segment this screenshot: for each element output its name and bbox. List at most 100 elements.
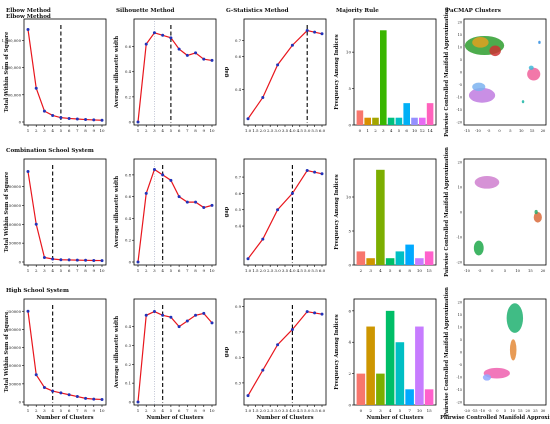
data-point	[313, 30, 317, 34]
x-tick-label: 1.5	[252, 408, 259, 413]
data-point	[313, 311, 317, 315]
panel-title: PaCMAP Clusters	[446, 8, 501, 14]
x-tick-label: 6	[178, 408, 181, 413]
bar	[356, 251, 366, 265]
bar	[366, 326, 375, 405]
x-tick-label: 2.0	[260, 268, 267, 273]
data-point	[59, 391, 63, 395]
data-point	[276, 343, 280, 347]
data-point	[169, 178, 173, 182]
data-point	[92, 258, 96, 262]
plot-frame	[23, 298, 107, 406]
x-tick-label: 10	[510, 409, 515, 413]
y-tick-label: 0.2	[125, 362, 132, 367]
data-point	[92, 397, 96, 401]
bar	[424, 251, 434, 265]
data-point	[136, 260, 140, 264]
x-tick-label: 6	[399, 268, 402, 273]
y-axis-label: Total Within Sum of Square	[4, 31, 10, 112]
x-tick-label: 2.0	[260, 128, 267, 133]
y-axis-label: gap	[224, 206, 230, 217]
x-tick-label: 10	[209, 128, 215, 133]
x-tick-label: 8	[84, 128, 87, 133]
x-tick-label: 2	[369, 408, 372, 413]
bar	[385, 258, 395, 265]
panel-title: Combination School System	[6, 148, 94, 154]
x-tick-label: 0	[496, 409, 499, 413]
x-tick-label: -20	[464, 409, 471, 413]
data-point	[320, 312, 324, 316]
x-tick-label: 7	[186, 408, 189, 413]
y-tick-label: -5	[459, 83, 462, 87]
y-axis-label: Frequency Among Indices	[334, 314, 340, 390]
data-point	[169, 36, 173, 40]
y-tick-label: 150000	[7, 203, 22, 208]
data-point	[194, 200, 198, 204]
data-point	[34, 373, 38, 377]
y-tick-label: 0.4	[125, 216, 132, 221]
x-tick-label: 1.0	[245, 268, 252, 273]
x-tick-label: 10	[417, 408, 423, 413]
x-axis-label: Number of Clusters	[366, 415, 423, 421]
x-tick-label: 4.5	[297, 408, 304, 413]
cluster-points	[534, 209, 538, 215]
y-axis-label: gap	[224, 66, 230, 77]
data-point	[290, 327, 294, 331]
x-tick-label: -5	[487, 129, 491, 133]
x-tick-label: 9	[203, 268, 206, 273]
bar	[415, 326, 424, 405]
y-tick-label: 0.4	[235, 224, 242, 229]
x-tick-label: 5	[60, 128, 63, 133]
x-tick-label: 5.0	[304, 408, 311, 413]
panel-1-0: Combination School System Total Within Su…	[4, 148, 107, 273]
data-point	[59, 258, 63, 262]
x-tick-label: 1.0	[245, 408, 252, 413]
y-tick-label: 0	[19, 120, 22, 125]
plot-frame	[243, 298, 327, 406]
x-tick-label: -15	[472, 409, 479, 413]
x-tick-label: 1	[27, 268, 30, 273]
x-tick-label: 5	[60, 408, 63, 413]
x-tick-label: 8	[408, 268, 411, 273]
y-tick-label: 0.8	[125, 172, 132, 177]
data-point	[75, 117, 79, 121]
y-tick-label: 0.6	[235, 54, 242, 59]
data-point	[136, 120, 140, 124]
x-tick-label: 3.0	[274, 128, 281, 133]
x-tick-label: 4.5	[297, 128, 304, 133]
cluster-points	[528, 65, 534, 70]
x-tick-label: 3	[43, 128, 46, 133]
data-point	[136, 400, 140, 404]
x-tick-label: 20	[526, 409, 531, 413]
cluster-points	[527, 67, 541, 81]
plot-frame	[353, 158, 437, 266]
data-point	[202, 57, 206, 61]
y-axis-label: Average silhouette width	[114, 316, 120, 389]
series-line	[27, 171, 103, 262]
bar	[405, 389, 414, 405]
y-tick-label: 200000	[7, 327, 22, 332]
data-point	[59, 116, 63, 120]
bar	[385, 310, 395, 405]
plot-frame	[133, 158, 217, 266]
cluster-points	[489, 45, 501, 57]
x-tick-label: 5	[170, 408, 173, 413]
y-tick-label: 0	[129, 400, 132, 405]
series-line	[137, 310, 213, 403]
bar	[411, 117, 418, 125]
y-tick-label: 0.6	[125, 44, 132, 49]
cluster-points	[506, 303, 524, 333]
data-point	[276, 63, 280, 67]
panel-1-3: Frequency Among Indices 0 5 10 2 3 4 5 6 8 10 15	[334, 158, 437, 273]
x-tick-label: 25	[533, 409, 538, 413]
data-point	[152, 167, 156, 171]
data-point	[313, 170, 317, 174]
y-tick-label: 0	[460, 70, 462, 74]
x-tick-label: 9	[203, 408, 206, 413]
x-tick-label: 2.5	[267, 128, 274, 133]
bar	[395, 251, 405, 265]
x-tick-label: 3.5	[282, 128, 289, 133]
x-tick-label: 1.5	[252, 128, 259, 133]
x-tick-label: 15	[528, 269, 533, 273]
series-line	[27, 311, 103, 401]
